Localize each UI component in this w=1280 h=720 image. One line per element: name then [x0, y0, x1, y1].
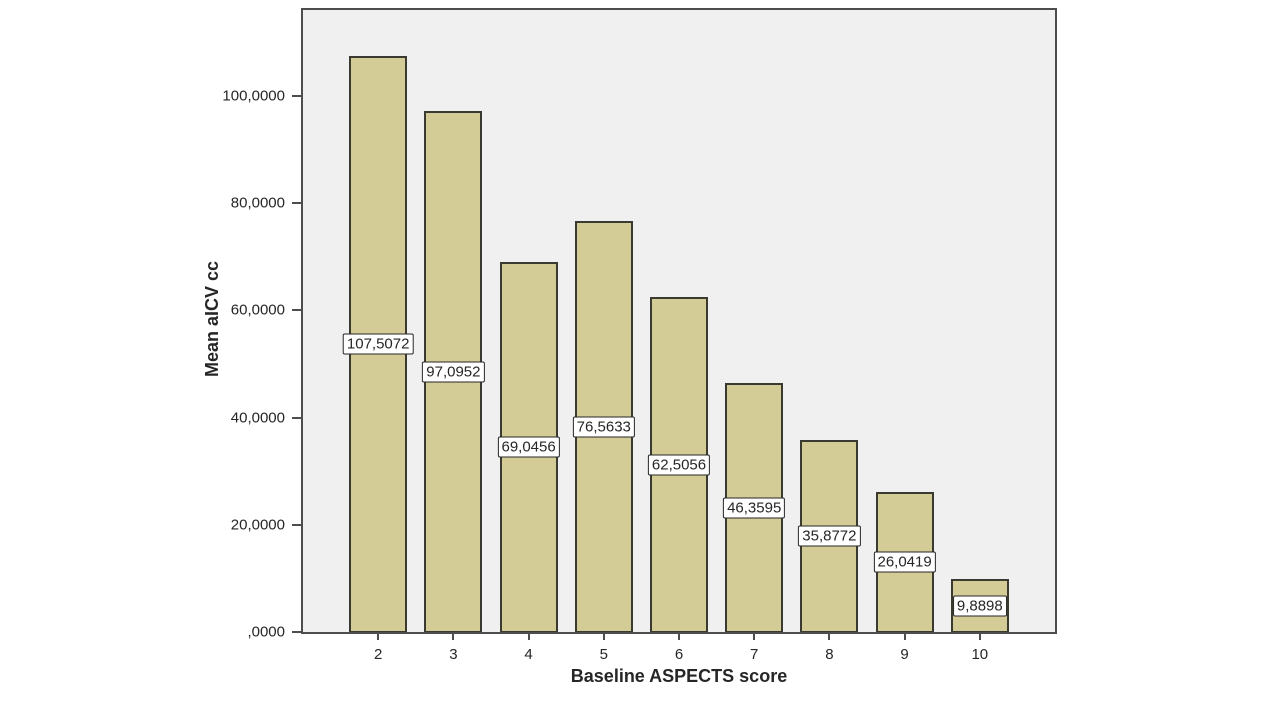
- x-axis-tick: [602, 632, 605, 640]
- y-axis-tick: [292, 416, 301, 419]
- y-axis-tick: [292, 94, 301, 97]
- x-axis-tick-label: 4: [524, 646, 533, 663]
- x-axis-tick-label: 3: [449, 646, 458, 663]
- x-axis-tick-label: 8: [825, 646, 834, 663]
- x-axis-tick: [903, 632, 906, 640]
- bar-value-label: 97,0952: [422, 361, 485, 382]
- bar-value-label: 62,5056: [647, 454, 711, 475]
- y-axis-tick-label: 20,0000: [230, 516, 285, 534]
- x-axis-tick-label: 9: [900, 646, 909, 663]
- x-axis-tick-label: 7: [750, 646, 759, 663]
- x-axis-tick: [678, 632, 680, 640]
- y-axis-tick: [292, 309, 301, 312]
- plot-area: 107,5072 2 97,0952 3 69,0456 4 76,5633 5 62,5056…: [222, 8, 1057, 663]
- x-axis-tick-label: 10: [971, 646, 989, 663]
- y-axis-tick: [292, 631, 301, 633]
- x-axis-tick-label: 5: [599, 646, 608, 663]
- y-axis-tick: [292, 202, 301, 205]
- y-axis-tick-label: 60,0000: [230, 301, 285, 319]
- x-axis-tick: [828, 632, 831, 640]
- x-axis-tick: [753, 632, 756, 640]
- bar-value-label: 69,0456: [497, 436, 560, 458]
- x-axis-tick: [377, 632, 380, 640]
- x-axis-tick: [978, 632, 981, 640]
- bar-value-label: 76,5633: [572, 416, 635, 437]
- y-axis-tick-label: ,0000: [247, 623, 285, 641]
- x-axis-title: Baseline ASPECTS score: [570, 666, 788, 686]
- x-axis-tick: [527, 632, 530, 640]
- x-axis-tick-label: 6: [674, 646, 684, 663]
- bar-value-label: 9,8898: [952, 595, 1007, 616]
- y-axis-tick-label: 80,0000: [230, 194, 285, 212]
- y-axis-tick-label: 100,0000: [222, 87, 285, 105]
- bar-value-label: 26,0419: [873, 551, 936, 573]
- x-axis-tick: [452, 632, 455, 640]
- x-axis-tick-label: 2: [374, 646, 383, 663]
- bar-value-label: 46,3595: [723, 497, 786, 518]
- y-axis-tick-label: 40,0000: [230, 409, 285, 427]
- y-axis-tick: [292, 523, 301, 526]
- bar-value-label: 107,5072: [342, 333, 414, 355]
- bar-value-label: 35,8772: [798, 525, 861, 547]
